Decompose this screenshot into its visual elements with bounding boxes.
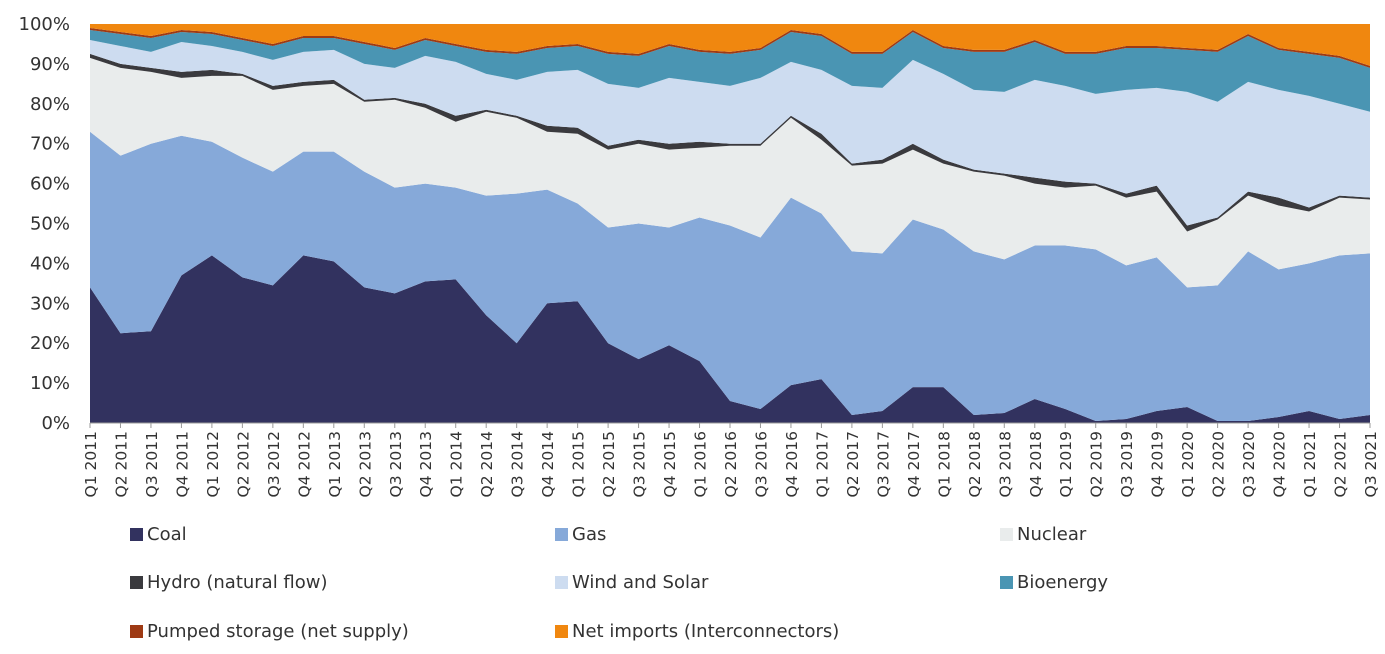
area	[90, 39, 1370, 226]
x-tick-label: Q4 2015	[661, 431, 679, 497]
x-tick-label: Q4 2012	[295, 431, 313, 497]
y-tick-label: 40%	[30, 253, 70, 274]
x-tick-label: Q4 2017	[905, 431, 923, 497]
legend-label: Hydro (natural flow)	[147, 572, 328, 593]
x-tick-label: Q3 2017	[874, 431, 892, 497]
legend-label: Net imports (Interconnectors)	[572, 621, 839, 642]
x-tick-label: Q1 2019	[1057, 431, 1075, 497]
y-tick-label: 20%	[30, 333, 70, 354]
x-tick-label: Q2 2012	[234, 431, 252, 497]
x-tick-label: Q1 2021	[1301, 431, 1319, 497]
x-tick-label: Q4 2019	[1149, 431, 1167, 497]
x-tick-label: Q3 2015	[631, 431, 649, 497]
x-tick-label: Q2 2020	[1210, 431, 1228, 497]
y-tick-label: 70%	[30, 134, 70, 155]
legend-label: Wind and Solar	[572, 572, 709, 593]
x-tick-label: Q2 2019	[1088, 431, 1106, 497]
x-tick-label: Q3 2014	[509, 431, 527, 497]
x-tick-label: Q2 2013	[356, 431, 374, 497]
x-tick-label: Q3 2019	[1118, 431, 1136, 497]
legend-swatch	[130, 528, 143, 541]
legend-swatch	[555, 625, 568, 638]
x-tick-label: Q1 2014	[448, 431, 466, 497]
x-tick-label: Q3 2013	[387, 431, 405, 497]
x-tick-label: Q4 2013	[417, 431, 435, 497]
legend-swatch	[130, 625, 143, 638]
x-tick-label: Q1 2017	[813, 431, 831, 497]
y-tick-label: 100%	[19, 14, 70, 35]
x-tick-label: Q3 2021	[1362, 431, 1380, 497]
y-tick-label: 50%	[30, 214, 70, 235]
legend-label: Coal	[147, 524, 187, 545]
x-tick-label: Q4 2020	[1271, 431, 1289, 497]
area	[90, 29, 1370, 112]
x-tick-label: Q4 2016	[783, 431, 801, 497]
legend-label: Nuclear	[1017, 524, 1087, 545]
legend-label: Bioenergy	[1017, 572, 1108, 593]
y-tick-label: 90%	[30, 54, 70, 75]
legend-swatch	[555, 528, 568, 541]
legend-label: Pumped storage (net supply)	[147, 621, 409, 642]
x-tick-label: Q3 2011	[143, 431, 161, 497]
x-tick-label: Q2 2015	[600, 431, 618, 497]
x-tick-label: Q2 2014	[478, 431, 496, 497]
legend-swatch	[130, 576, 143, 589]
area	[90, 57, 1370, 288]
x-tick-label: Q2 2016	[722, 431, 740, 497]
x-tick-label: Q1 2018	[935, 431, 953, 497]
x-tick-label: Q1 2011	[82, 431, 100, 497]
x-tick-label: Q1 2012	[204, 431, 222, 497]
x-tick-label: Q2 2017	[844, 431, 862, 497]
y-tick-label: 10%	[30, 373, 70, 394]
legend-swatch	[555, 576, 568, 589]
y-tick-label: 30%	[30, 293, 70, 314]
area	[90, 131, 1370, 422]
legend-swatch	[1000, 528, 1013, 541]
x-tick-label: Q1 2015	[570, 431, 588, 497]
x-tick-label: Q4 2018	[1027, 431, 1045, 497]
x-tick-label: Q3 2016	[752, 431, 770, 497]
x-tick-label: Q2 2021	[1332, 431, 1350, 497]
area	[90, 53, 1370, 232]
x-tick-label: Q3 2012	[265, 431, 283, 497]
x-tick-label: Q4 2011	[173, 431, 191, 497]
y-tick-label: 80%	[30, 94, 70, 115]
x-tick-label: Q1 2016	[692, 431, 710, 497]
x-tick-label: Q1 2013	[326, 431, 344, 497]
y-tick-label: 60%	[30, 174, 70, 195]
area	[90, 255, 1370, 423]
legend-label: Gas	[572, 524, 606, 545]
x-tick-label: Q2 2011	[112, 431, 130, 497]
x-tick-label: Q3 2018	[996, 431, 1014, 497]
y-tick-label: 0%	[41, 413, 70, 434]
area	[90, 24, 1370, 66]
x-tick-label: Q2 2018	[966, 431, 984, 497]
x-tick-label: Q1 2020	[1179, 431, 1197, 497]
legend-swatch	[1000, 576, 1013, 589]
x-tick-label: Q3 2020	[1240, 431, 1258, 497]
x-tick-label: Q4 2014	[539, 431, 557, 497]
